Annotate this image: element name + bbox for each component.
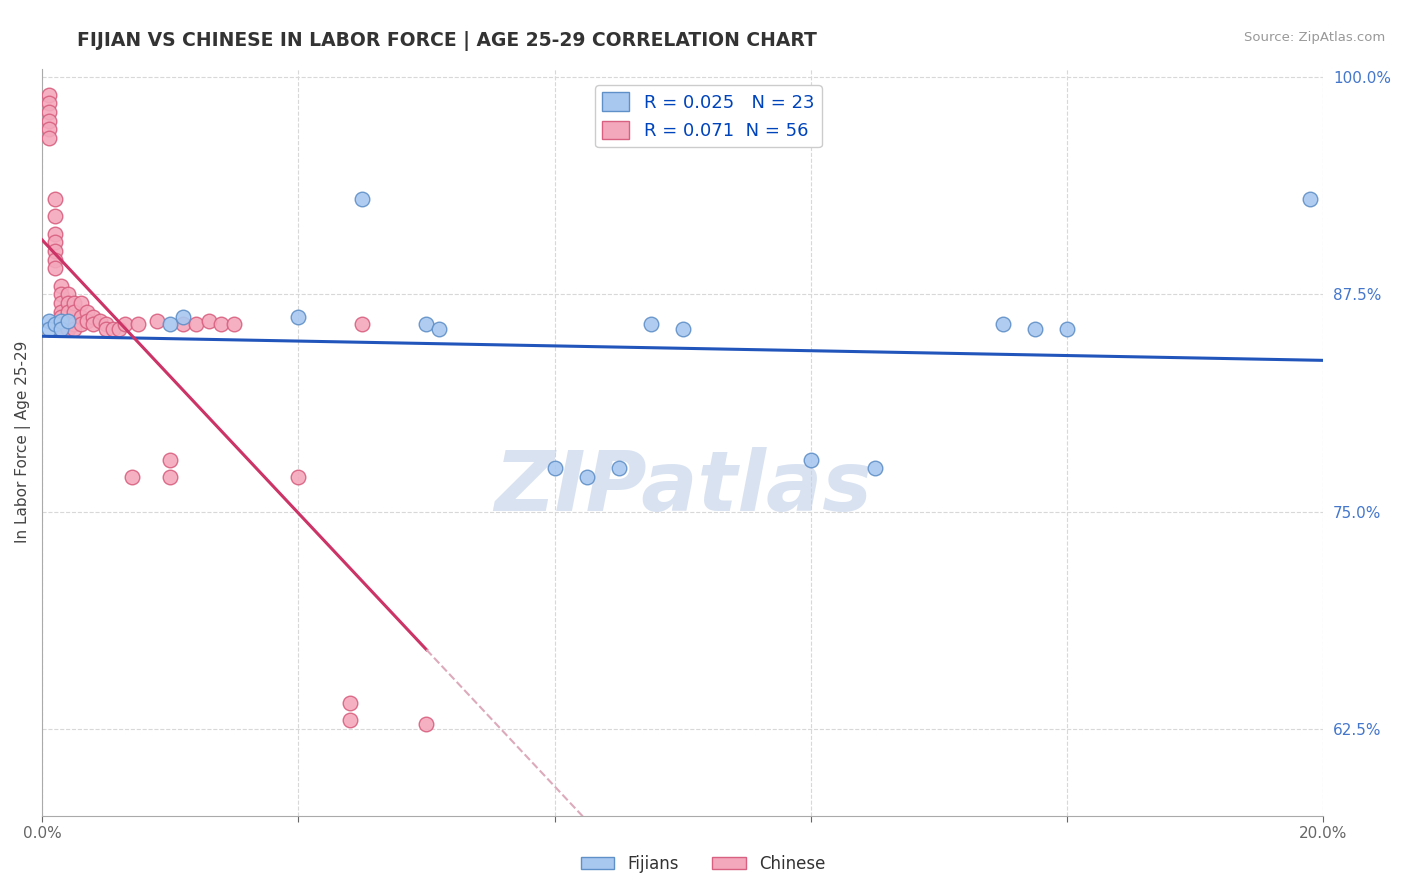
Point	[38, 313, 60, 327]
Point	[51, 287, 73, 301]
Point	[82, 317, 104, 331]
Point	[89, 313, 111, 327]
Point	[38, 322, 60, 336]
Point	[51, 310, 73, 324]
Point	[427, 322, 450, 336]
Point	[63, 296, 86, 310]
Point	[44, 261, 66, 276]
Text: Source: ZipAtlas.com: Source: ZipAtlas.com	[1244, 31, 1385, 45]
Point	[991, 317, 1014, 331]
Point	[543, 461, 565, 475]
Point	[38, 87, 60, 102]
Point	[197, 313, 219, 327]
Point	[56, 287, 79, 301]
Point	[76, 313, 98, 327]
Point	[44, 252, 66, 267]
Point	[69, 310, 91, 324]
Point	[56, 317, 79, 331]
Point	[184, 317, 207, 331]
Point	[51, 278, 73, 293]
Point	[38, 105, 60, 120]
Point	[1299, 192, 1322, 206]
Point	[51, 317, 73, 331]
Point	[51, 313, 73, 327]
Point	[863, 461, 886, 475]
Point	[108, 322, 131, 336]
Point	[101, 322, 124, 336]
Point	[352, 192, 374, 206]
Point	[287, 310, 309, 324]
Point	[44, 244, 66, 258]
Point	[44, 209, 66, 223]
Point	[172, 310, 194, 324]
Point	[800, 452, 823, 467]
Point	[38, 113, 60, 128]
Point	[146, 313, 169, 327]
Point	[56, 305, 79, 319]
Point	[415, 317, 437, 331]
Point	[172, 317, 194, 331]
Point	[159, 317, 181, 331]
Point	[51, 305, 73, 319]
Point	[63, 322, 86, 336]
Point	[51, 296, 73, 310]
Point	[38, 131, 60, 145]
Point	[38, 96, 60, 111]
Point	[63, 305, 86, 319]
Point	[38, 122, 60, 136]
Point	[63, 317, 86, 331]
Point	[127, 317, 149, 331]
Point	[69, 317, 91, 331]
Point	[121, 470, 143, 484]
Point	[96, 317, 118, 331]
Legend: Fijians, Chinese: Fijians, Chinese	[574, 848, 832, 880]
Point	[415, 716, 437, 731]
Point	[672, 322, 695, 336]
Legend: R = 0.025   N = 23, R = 0.071  N = 56: R = 0.025 N = 23, R = 0.071 N = 56	[595, 85, 821, 147]
Point	[114, 317, 136, 331]
Point	[339, 714, 361, 728]
Point	[96, 322, 118, 336]
Point	[224, 317, 246, 331]
Text: FIJIAN VS CHINESE IN LABOR FORCE | AGE 25-29 CORRELATION CHART: FIJIAN VS CHINESE IN LABOR FORCE | AGE 2…	[77, 31, 817, 51]
Point	[640, 317, 662, 331]
Text: ZIPatlas: ZIPatlas	[494, 447, 872, 527]
Point	[352, 317, 374, 331]
Point	[51, 322, 73, 336]
Point	[76, 305, 98, 319]
Point	[82, 310, 104, 324]
Point	[69, 296, 91, 310]
Point	[159, 470, 181, 484]
Point	[1024, 322, 1046, 336]
Point	[575, 470, 598, 484]
Point	[1056, 322, 1078, 336]
Point	[44, 227, 66, 241]
Point	[44, 317, 66, 331]
Point	[211, 317, 233, 331]
Point	[56, 322, 79, 336]
Y-axis label: In Labor Force | Age 25-29: In Labor Force | Age 25-29	[15, 341, 31, 543]
Point	[44, 235, 66, 250]
Point	[159, 452, 181, 467]
Point	[51, 322, 73, 336]
Point	[44, 192, 66, 206]
Point	[56, 296, 79, 310]
Point	[607, 461, 630, 475]
Point	[56, 313, 79, 327]
Point	[339, 696, 361, 710]
Point	[287, 470, 309, 484]
